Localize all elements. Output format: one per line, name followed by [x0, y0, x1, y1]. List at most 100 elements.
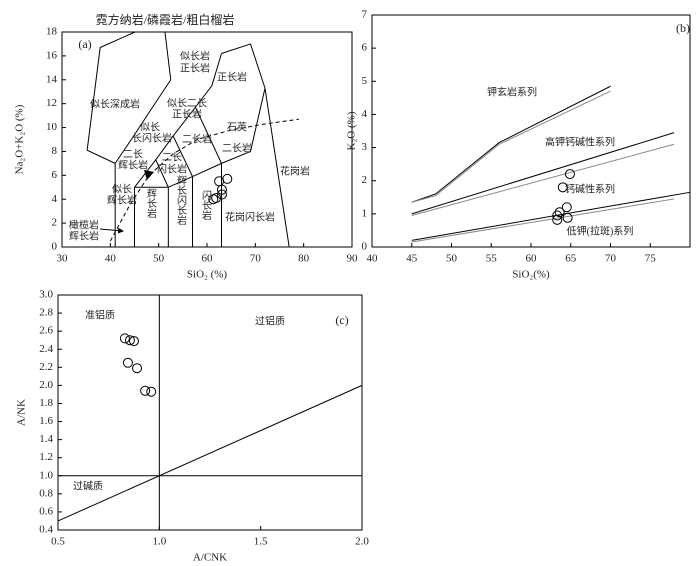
boundary-line	[172, 135, 193, 247]
field-label: 似长	[140, 121, 160, 133]
x-tick-label: 40	[367, 253, 379, 265]
y-tick-label: 0.6	[39, 505, 53, 517]
x-tick-label: 55	[486, 253, 498, 265]
x-tick-label: 75	[645, 253, 657, 265]
y-tick-label: 2.4	[39, 343, 53, 355]
data-point	[216, 189, 227, 200]
data-point	[129, 336, 139, 347]
data-point	[561, 202, 572, 213]
chart-title: 霓方纳岩/磷霞岩/粗白榴岩	[96, 12, 235, 27]
field-label: 正长岩	[180, 61, 210, 74]
y-tick-label: 4	[362, 108, 368, 120]
field-label: 似长二长	[167, 97, 207, 109]
field-label: 辉长闪长岩	[175, 175, 187, 226]
data-point	[557, 182, 568, 193]
y-tick-label: 6	[362, 42, 368, 54]
boundary-line	[155, 159, 169, 247]
field-label: 辉长岩	[107, 193, 137, 206]
field-label: 正长岩	[217, 70, 247, 83]
y-tick-label: 3.0	[39, 289, 53, 301]
x-axis-label: A/CNK	[193, 552, 227, 564]
y-tick-label: 8	[52, 145, 58, 157]
panel-label: (c)	[335, 313, 348, 327]
y-tick-label: 3	[362, 141, 368, 153]
field-label: 闪长岩	[157, 162, 187, 175]
field-label: 钾玄岩系列	[487, 85, 537, 98]
boundary-line	[86, 31, 172, 164]
data-point	[554, 207, 565, 218]
field-label: 正长岩	[172, 107, 202, 120]
curve-arrowhead	[144, 170, 154, 180]
field-label: 钙碱性系列	[565, 182, 615, 195]
x-tick-label: 60	[526, 253, 538, 265]
y-tick-label: 4	[52, 193, 58, 205]
x-tick-label: 50	[446, 253, 458, 265]
boundary-line	[411, 90, 611, 203]
y-tick-label: 0.8	[39, 487, 53, 499]
field-label: 闪长岩	[200, 189, 212, 221]
data-point	[214, 176, 225, 187]
field-label: 似长深成岩	[90, 97, 140, 110]
boundary-line	[411, 143, 675, 216]
x-axis-label: SiO₂ (%)	[187, 269, 228, 281]
field-label: 低钾(拉斑)系列	[567, 224, 634, 237]
field-label: 长闪长岩	[132, 131, 172, 144]
field-label: 似长岩	[180, 49, 210, 62]
y-tick-label: 6	[52, 169, 58, 181]
y-tick-label: 1.8	[39, 397, 53, 409]
boundary-line	[411, 132, 675, 215]
plot-frame	[57, 294, 363, 531]
field-label: 花岗闪长岩	[225, 210, 275, 223]
field-label: 橄榄岩	[69, 218, 99, 231]
x-tick-label: 40	[105, 253, 117, 265]
field-label: 似长	[112, 183, 132, 195]
boundary-line	[411, 85, 611, 203]
field-label: 高钾钙碱性系列	[545, 135, 615, 148]
field-label: 二长岩	[182, 132, 212, 145]
boundary-line	[250, 88, 290, 248]
field-label: 二长	[123, 148, 143, 160]
x-tick-label: 45	[406, 253, 418, 265]
y-tick-label: 2	[52, 217, 58, 229]
x-tick-label: 2.0	[355, 536, 369, 548]
boundary-line	[411, 198, 675, 243]
plot-frame	[371, 14, 691, 248]
boundary-line	[109, 118, 299, 242]
y-axis-label: K₂O (%)	[346, 111, 358, 150]
field-label: 过碱质	[73, 479, 103, 492]
data-point	[552, 210, 563, 221]
data-point	[119, 333, 130, 344]
field-label: 花岗岩	[280, 164, 310, 177]
y-tick-label: 5	[362, 75, 368, 87]
y-tick-label: 0	[52, 241, 58, 253]
x-tick-label: 70	[250, 253, 262, 265]
y-tick-label: 14	[46, 73, 58, 85]
y-tick-label: 16	[46, 49, 58, 61]
y-tick-label: 0	[362, 241, 368, 253]
field-label: 二长	[162, 151, 182, 163]
x-tick-label: 80	[298, 253, 310, 265]
y-tick-label: 1	[362, 207, 368, 219]
y-tick-label: 2	[362, 174, 368, 186]
y-axis-label: Na₂O+K₂O (%)	[14, 104, 26, 174]
x-axis-label: SiO₂(%)	[512, 269, 550, 281]
panel-label: (b)	[676, 21, 690, 35]
boundary-line	[57, 384, 363, 522]
x-tick-label: 90	[347, 253, 359, 265]
data-point	[552, 214, 563, 225]
boundary-line	[114, 79, 172, 247]
x-tick-label: 65	[565, 253, 577, 265]
y-tick-label: 12	[46, 97, 57, 109]
data-point	[211, 193, 222, 204]
field-label: 辉长岩	[69, 229, 99, 242]
panel-label: (a)	[78, 37, 91, 51]
y-tick-label: 10	[46, 121, 58, 133]
y-tick-label: 2.6	[39, 325, 53, 337]
data-point	[122, 357, 133, 368]
x-tick-label: 50	[153, 253, 165, 265]
field-label: 过铝质	[255, 314, 285, 327]
boundary-line	[411, 191, 691, 241]
data-point	[132, 363, 143, 374]
data-point	[140, 385, 151, 396]
